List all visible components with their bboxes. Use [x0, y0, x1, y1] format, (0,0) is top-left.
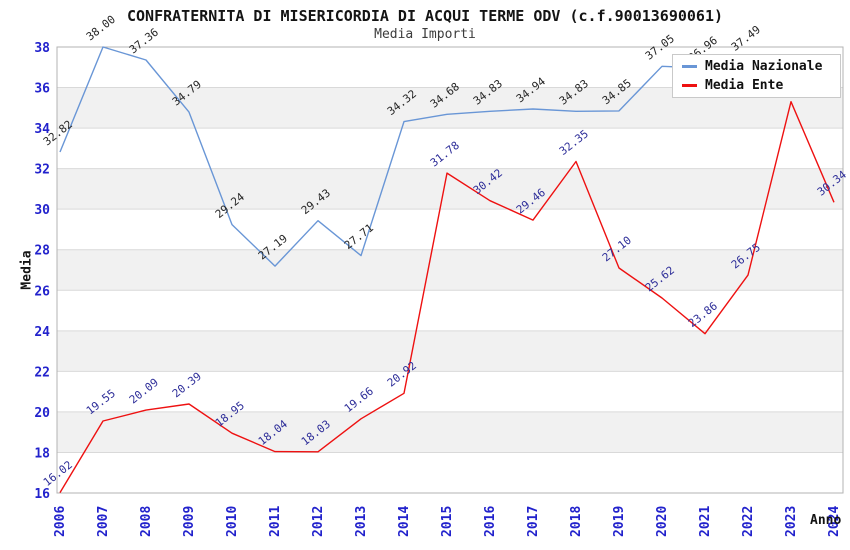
legend-label-media-nazionale: Media Nazionale — [705, 59, 823, 75]
plot-band — [57, 411, 843, 453]
x-tick-label: 2014 — [397, 506, 412, 537]
x-tick-label: 2015 — [440, 506, 455, 537]
y-tick-label: 22 — [34, 365, 50, 380]
y-tick-label: 26 — [34, 284, 50, 299]
y-tick-label: 18 — [34, 446, 50, 461]
x-tick-label: 2018 — [569, 506, 584, 537]
x-axis-title: Anno — [810, 513, 842, 528]
x-tick-label: 2019 — [612, 506, 627, 537]
x-tick-label: 2017 — [526, 506, 541, 537]
data-label: 16.02 — [41, 458, 75, 489]
data-label: 37.49 — [729, 23, 763, 54]
chart-subtitle: Media Importi — [374, 27, 476, 42]
data-label: 37.36 — [127, 26, 161, 57]
legend-swatch-media-nazionale-icon — [682, 65, 697, 69]
x-tick-label: 2016 — [483, 506, 498, 537]
y-tick-label: 32 — [34, 163, 50, 178]
legend-item-media-nazionale: Media Nazionale — [682, 58, 831, 75]
data-label: 38.00 — [84, 13, 118, 44]
x-tick-label: 2020 — [655, 506, 670, 537]
chart-title: CONFRATERNITA DI MISERICORDIA DI ACQUI T… — [126, 7, 724, 25]
y-tick-label: 34 — [34, 122, 50, 137]
y-tick-label: 30 — [34, 203, 50, 218]
y-tick-label: 24 — [34, 325, 50, 340]
data-label: 23.86 — [686, 299, 720, 330]
plot-band — [57, 330, 843, 372]
y-tick-label: 36 — [34, 82, 50, 97]
x-tick-label: 2009 — [182, 506, 197, 537]
data-label: 19.66 — [342, 385, 376, 416]
x-tick-label: 2012 — [311, 506, 326, 537]
y-tick-label: 28 — [34, 244, 50, 259]
series-line-media-nazionale — [59, 46, 749, 267]
data-label: 27.71 — [342, 221, 376, 252]
x-tick-label: 2023 — [784, 506, 799, 537]
plot-band — [57, 249, 843, 291]
y-axis-title: Media — [19, 250, 35, 290]
legend: Media Nazionale Media Ente — [672, 54, 841, 98]
x-tick-label: 2022 — [741, 506, 756, 537]
x-tick-label: 2021 — [698, 506, 713, 537]
x-tick-label: 2006 — [53, 506, 68, 537]
x-tick-label: 2008 — [139, 506, 154, 537]
data-label: 31.78 — [428, 139, 462, 170]
legend-item-media-ente: Media Ente — [682, 77, 831, 94]
x-tick-label: 2011 — [268, 506, 283, 537]
x-tick-label: 2007 — [96, 506, 111, 537]
plot-border — [56, 46, 844, 494]
legend-swatch-media-ente-icon — [682, 83, 697, 87]
y-tick-label: 38 — [34, 41, 50, 56]
x-tick-label: 2010 — [225, 506, 240, 537]
x-tick-label: 2013 — [354, 506, 369, 537]
data-label: 20.39 — [170, 370, 204, 401]
data-label: 32.35 — [557, 127, 591, 158]
data-label: 20.09 — [127, 376, 161, 407]
x-tick-label: 2024 — [827, 506, 842, 537]
legend-label-media-ente: Media Ente — [705, 77, 784, 93]
series-line-media-ente — [59, 100, 835, 493]
y-tick-label: 16 — [34, 487, 50, 502]
y-tick-label: 20 — [34, 406, 50, 421]
